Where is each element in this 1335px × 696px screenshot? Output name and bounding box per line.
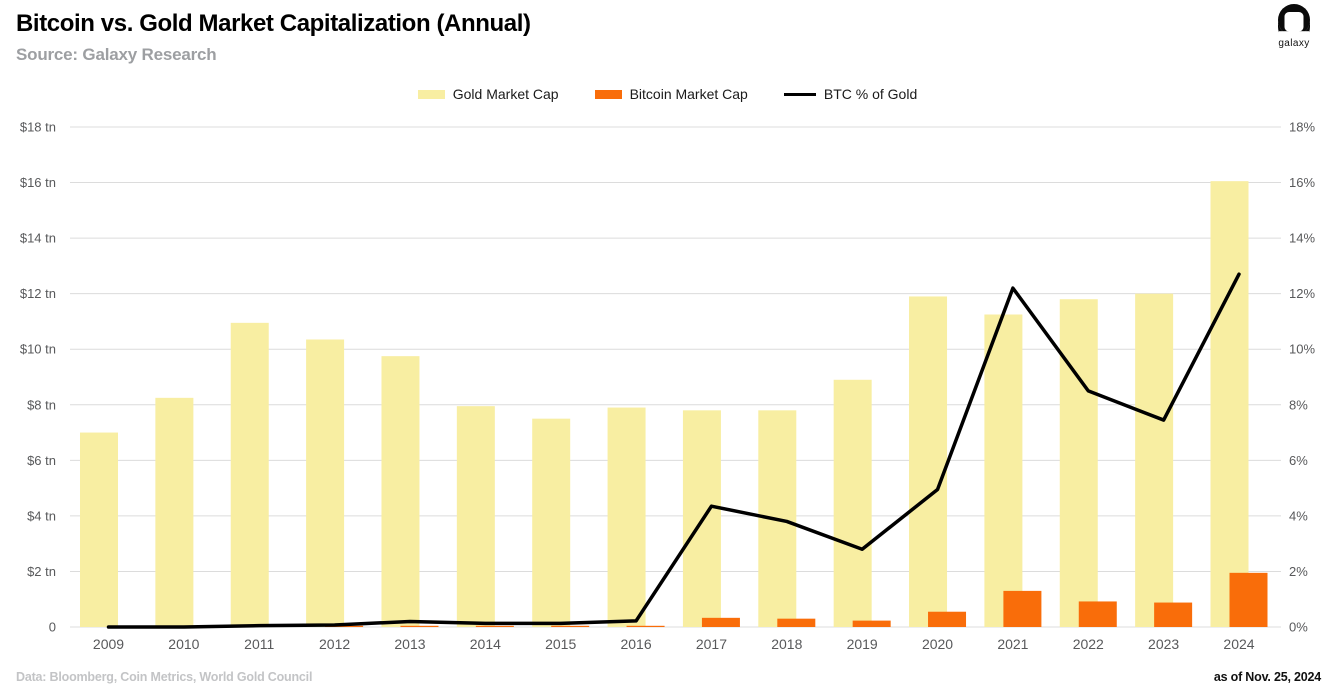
- right-axis-tick: 0%: [1289, 620, 1308, 635]
- galaxy-logo: galaxy: [1269, 3, 1319, 51]
- right-axis-tick: 16%: [1289, 175, 1315, 190]
- btc-percent-of-gold-line: [106, 272, 1241, 629]
- gold-bar-2009: [80, 432, 118, 627]
- line-swatch-icon: [783, 92, 816, 96]
- chart-legend: Gold Market Cap Bitcoin Market Cap BTC %…: [0, 86, 1335, 102]
- x-axis-label-2011: 2011: [244, 636, 274, 652]
- bitcoin-bar-2014: [475, 625, 514, 627]
- left-axis-tick: $14 tn: [20, 231, 56, 246]
- gold-bar-2014: [456, 406, 495, 627]
- bitcoin-bar-2018: [777, 618, 816, 627]
- x-axis-label-2016: 2016: [620, 636, 651, 652]
- legend-item-bitcoin-market-cap: Bitcoin Market Cap: [594, 86, 748, 102]
- bitcoin-swatch-icon: [594, 89, 622, 99]
- x-axis-label-2024: 2024: [1223, 636, 1254, 652]
- x-axis-label-2022: 2022: [1073, 636, 1104, 652]
- galaxy-logo-text: galaxy: [1278, 38, 1310, 49]
- right-axis-tick: 18%: [1289, 120, 1315, 135]
- left-axis-tick: $10 tn: [20, 342, 56, 357]
- right-axis-tick: 2%: [1289, 564, 1308, 579]
- x-axis-label-2012: 2012: [319, 636, 350, 652]
- gold-bar-2022: [1059, 299, 1098, 627]
- gold-bar-2010: [155, 397, 194, 627]
- gold-bar-2015: [532, 418, 571, 627]
- x-axis-label-2014: 2014: [470, 636, 501, 652]
- x-axis-label-2018: 2018: [771, 636, 802, 652]
- right-axis-tick: 14%: [1289, 231, 1315, 246]
- left-axis-tick: $4 tn: [27, 508, 56, 523]
- left-axis-tick: $18 tn: [20, 120, 56, 135]
- right-axis-tick: 4%: [1289, 508, 1308, 523]
- left-axis-tick: $2 tn: [27, 564, 56, 579]
- x-axis-label-2023: 2023: [1148, 636, 1179, 652]
- x-axis-label-2021: 2021: [997, 636, 1028, 652]
- as-of-date: as of Nov. 25, 2024: [1213, 670, 1321, 684]
- left-axis-tick: 0: [49, 620, 56, 635]
- x-axis-label-2009: 2009: [93, 636, 124, 652]
- left-axis-tick: $6 tn: [27, 453, 56, 468]
- x-axis-label-2010: 2010: [168, 636, 199, 652]
- bitcoin-bar-2019: [852, 620, 891, 627]
- bitcoin-bar-2013: [400, 625, 439, 627]
- gold-bar-2020: [909, 296, 948, 627]
- legend-label-bitcoin: Bitcoin Market Cap: [629, 86, 748, 102]
- page-subtitle: Source: Galaxy Research: [16, 45, 217, 64]
- gold-bar-2019: [833, 379, 872, 627]
- gold-bar-2021: [984, 314, 1023, 627]
- right-axis-tick: 6%: [1289, 453, 1308, 468]
- bitcoin-bar-2016: [626, 625, 665, 627]
- legend-item-gold-market-cap: Gold Market Cap: [417, 86, 559, 102]
- legend-label-btc-percent: BTC % of Gold: [823, 86, 918, 102]
- left-axis-tick: $12 tn: [20, 286, 56, 301]
- left-axis-tick: $8 tn: [27, 397, 56, 412]
- left-axis-tick: $16 tn: [20, 175, 56, 190]
- gold-bar-2012: [306, 339, 345, 627]
- x-axis-label-2013: 2013: [394, 636, 425, 652]
- bitcoin-bar-2024: [1229, 572, 1268, 627]
- bitcoin-bar-2023: [1154, 602, 1193, 627]
- galaxy-logo-icon: [1278, 4, 1310, 37]
- bitcoin-bar-2022: [1078, 601, 1117, 627]
- gold-bar-2011: [230, 322, 269, 627]
- gold-bar-2024: [1210, 181, 1249, 627]
- right-axis-tick: 12%: [1289, 286, 1315, 301]
- legend-item-btc-percent-of-gold: BTC % of Gold: [783, 86, 918, 102]
- x-axis-label-2015: 2015: [545, 636, 576, 652]
- bitcoin-bar-2015: [551, 625, 590, 627]
- legend-label-gold: Gold Market Cap: [452, 86, 559, 102]
- bitcoin-bar-2020: [928, 611, 967, 627]
- gold-bar-2023: [1135, 293, 1174, 627]
- gold-bar-2016: [607, 407, 646, 627]
- data-sources-note: Data: Bloomberg, Coin Metrics, World Gol…: [16, 670, 313, 684]
- bitcoin-bar-2012: [325, 625, 364, 627]
- gold-bar-2013: [381, 356, 420, 627]
- bitcoin-bar-2021: [1003, 590, 1042, 627]
- right-axis-tick: 10%: [1289, 342, 1315, 357]
- x-axis-label-2020: 2020: [922, 636, 953, 652]
- page-title: Bitcoin vs. Gold Market Capitalization (…: [16, 10, 531, 37]
- x-axis-label-2019: 2019: [847, 636, 878, 652]
- x-axis-label-2017: 2017: [696, 636, 727, 652]
- gold-swatch-icon: [417, 89, 445, 99]
- bitcoin-bar-2017: [701, 617, 740, 627]
- right-axis-tick: 8%: [1289, 397, 1308, 412]
